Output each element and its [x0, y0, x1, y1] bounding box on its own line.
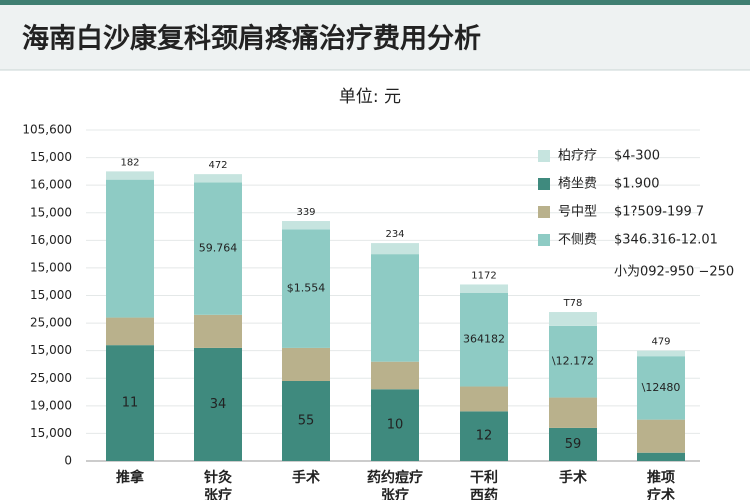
y-tick-label: 16,000	[30, 233, 72, 247]
bar-segment	[460, 284, 508, 293]
top-label: 339	[296, 207, 315, 218]
mid-label: $1.554	[287, 282, 326, 295]
mid-label: \12480	[642, 381, 681, 394]
bar-segment	[371, 243, 419, 255]
legend-label: 椅坐费	[558, 177, 597, 192]
bar-segment	[106, 317, 154, 346]
legend-value: $1.900	[614, 177, 660, 192]
x-tick-label: 推项	[647, 469, 675, 486]
base-label: 12	[476, 429, 493, 444]
legend-note: 小为092-950 −250	[614, 265, 734, 280]
legend-value: $4-300	[614, 149, 660, 164]
top-label: 472	[208, 160, 227, 171]
mid-label: \12.172	[552, 355, 594, 368]
chart-title: 海南白沙康复科颈肩疼痛治疗费用分析	[22, 23, 481, 55]
top-label: 234	[385, 229, 404, 240]
top-label: T78	[563, 298, 583, 309]
mid-label: 364182	[463, 333, 505, 346]
x-tick-label: 推拿	[116, 469, 145, 486]
legend-swatch	[538, 206, 550, 218]
bar-segment	[549, 325, 597, 398]
bar-segment	[460, 292, 508, 387]
chart-subtitle: 单位: 元	[339, 87, 401, 107]
legend-swatch	[538, 234, 550, 246]
bar-segment	[194, 174, 242, 183]
legend-value: $1?509-199 7	[614, 205, 704, 220]
bar-segment	[282, 229, 330, 348]
bar-segment	[106, 345, 154, 461]
bar-segment	[371, 389, 419, 461]
bar-segment	[106, 171, 154, 180]
bar-segment	[282, 221, 330, 230]
y-tick-label: 15,000	[30, 205, 72, 219]
bar-segment	[194, 314, 242, 348]
base-label: 10	[387, 418, 404, 433]
base-label: 59	[565, 437, 582, 452]
bar-segment	[282, 381, 330, 461]
y-tick-label: 15,000	[30, 426, 72, 440]
x-tick-label: 针灸	[203, 469, 232, 486]
y-tick-label: 15,000	[30, 288, 72, 302]
base-label: 11	[122, 396, 139, 411]
top-label: 182	[120, 157, 139, 168]
legend-label: 号中型	[558, 205, 597, 220]
base-label: 55	[298, 414, 315, 429]
legend-swatch	[538, 178, 550, 190]
legend-label: 柏疗疗	[558, 149, 597, 164]
y-tick-label: 15,000	[30, 343, 72, 357]
bar-segment	[194, 182, 242, 315]
legend-swatch	[538, 150, 550, 162]
bar-segment	[637, 350, 685, 357]
header-band	[0, 0, 750, 70]
bar-segment	[637, 452, 685, 461]
x-tick-sublabel: 张疗	[381, 487, 409, 500]
y-tick-label: 105,600	[22, 123, 72, 137]
mid-label: 59.764	[199, 242, 238, 255]
y-tick-label: 25,000	[30, 316, 72, 330]
bar-segment	[637, 356, 685, 420]
y-tick-label: 25,000	[30, 371, 72, 385]
x-tick-label: 干利	[470, 469, 498, 486]
bar-segment	[549, 312, 597, 326]
bar-segment	[549, 397, 597, 428]
header-strip	[0, 0, 750, 5]
y-tick-label: 15,000	[30, 150, 72, 164]
bar-segment	[637, 419, 685, 453]
x-tick-label: 手术	[559, 469, 587, 486]
x-tick-sublabel: 张疗	[204, 487, 232, 500]
bar-segment	[460, 386, 508, 412]
bar-segment	[106, 179, 154, 318]
legend-label: 不侧费	[558, 233, 597, 248]
base-label: 34	[210, 397, 227, 412]
y-tick-label: 19,000	[30, 398, 72, 412]
bar-segment	[460, 411, 508, 461]
x-tick-label: 手术	[292, 469, 320, 486]
bar-segment	[371, 361, 419, 390]
y-tick-label: 15,000	[30, 260, 72, 274]
top-label: 479	[651, 337, 670, 348]
bar-segment	[194, 347, 242, 461]
bar-segment	[371, 254, 419, 362]
y-tick-label: 0	[64, 454, 72, 468]
bar-segment	[282, 347, 330, 382]
legend-value: $346.316-12.01	[614, 233, 718, 248]
top-label: 1172	[471, 270, 496, 281]
x-tick-label: 药约痘疗	[367, 469, 423, 486]
x-tick-sublabel: 疗术	[647, 487, 675, 500]
bar-segment	[549, 427, 597, 461]
y-tick-label: 16,000	[30, 178, 72, 192]
x-tick-sublabel: 西药	[470, 487, 498, 500]
